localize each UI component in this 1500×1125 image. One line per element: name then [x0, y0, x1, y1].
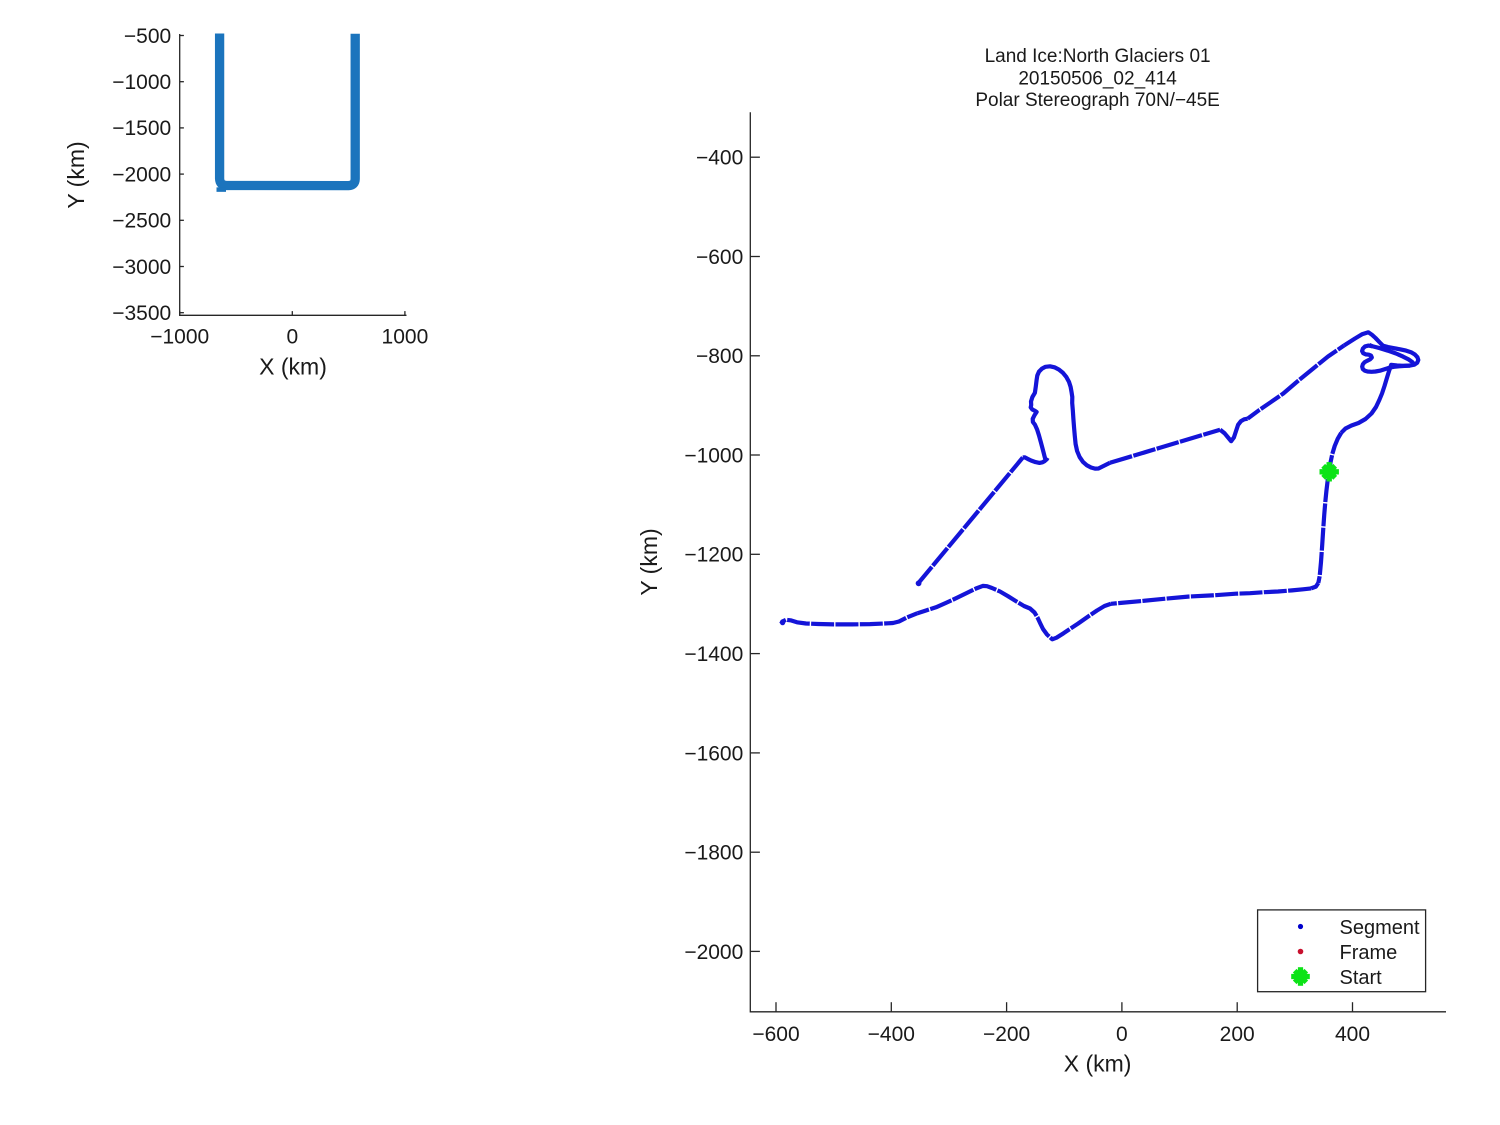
svg-text:0: 0: [1116, 1023, 1128, 1046]
svg-text:−3500: −3500: [112, 302, 171, 325]
svg-text:−400: −400: [868, 1023, 915, 1046]
svg-text:Frame: Frame: [1340, 942, 1398, 964]
svg-text:Y (km): Y (km): [636, 528, 662, 595]
svg-text:−500: −500: [124, 25, 171, 48]
svg-text:−600: −600: [752, 1023, 799, 1046]
svg-text:−2000: −2000: [684, 941, 743, 964]
svg-text:200: 200: [1220, 1023, 1255, 1046]
svg-text:−1400: −1400: [684, 643, 743, 666]
svg-text:−1600: −1600: [684, 742, 743, 765]
svg-text:Segment: Segment: [1340, 917, 1420, 939]
svg-text:−400: −400: [696, 147, 743, 170]
svg-text:−800: −800: [696, 345, 743, 368]
svg-text:X (km): X (km): [259, 354, 327, 380]
svg-text:20150506_02_414: 20150506_02_414: [1018, 68, 1177, 89]
svg-text:Polar Stereograph 70N/−45E: Polar Stereograph 70N/−45E: [975, 90, 1220, 111]
svg-text:−1000: −1000: [112, 71, 171, 94]
svg-text:400: 400: [1335, 1023, 1370, 1046]
svg-text:0: 0: [286, 325, 298, 348]
svg-text:−1500: −1500: [112, 117, 171, 140]
svg-text:−200: −200: [983, 1023, 1030, 1046]
svg-text:−1800: −1800: [684, 842, 743, 865]
svg-text:−2000: −2000: [112, 163, 171, 186]
svg-text:Start: Start: [1340, 967, 1383, 989]
svg-text:1000: 1000: [382, 325, 429, 348]
svg-text:−1200: −1200: [684, 544, 743, 567]
svg-text:−600: −600: [696, 246, 743, 269]
svg-text:X (km): X (km): [1064, 1051, 1132, 1077]
svg-text:Land Ice:North Glaciers 01: Land Ice:North Glaciers 01: [985, 46, 1211, 67]
svg-text:Y (km): Y (km): [63, 141, 89, 208]
svg-text:−1000: −1000: [684, 444, 743, 467]
svg-text:−1000: −1000: [150, 325, 209, 348]
svg-text:−3000: −3000: [112, 256, 171, 279]
svg-text:−2500: −2500: [112, 210, 171, 233]
